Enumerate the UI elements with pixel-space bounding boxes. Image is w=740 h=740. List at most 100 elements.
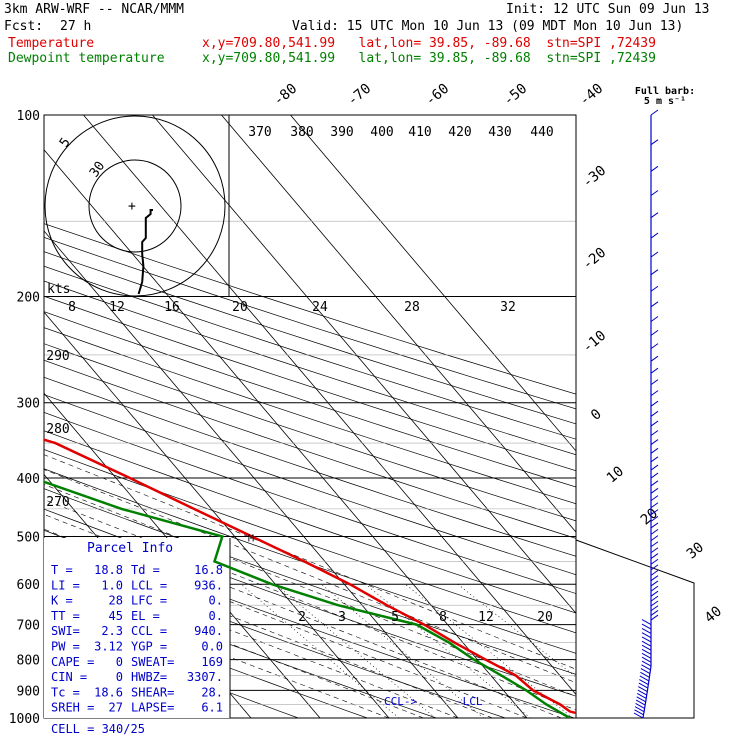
- mixing-ratio-label-5: 5: [391, 610, 399, 625]
- theta-label-430: 430: [488, 125, 511, 140]
- parcel-key-5: PW =: [51, 640, 80, 654]
- hodograph-speed-label-12: 12: [109, 300, 125, 315]
- parcel-value2-6: 169: [201, 655, 223, 669]
- wind-barb-flag: [650, 585, 659, 592]
- pressure-label-1000: 1000: [9, 712, 40, 727]
- mixing-ratio-label-8: 8: [439, 610, 447, 625]
- wind-barb-flag: [650, 301, 659, 308]
- hodograph-speed-label-16: 16: [164, 300, 180, 315]
- isotherm-label-30: 30: [684, 539, 707, 562]
- wind-barb-flag: [650, 232, 659, 239]
- moist-adiabat: [44, 528, 528, 718]
- wind-barb-flag: [650, 447, 659, 454]
- wind-barb-flag: [638, 686, 648, 693]
- wind-barb-flag: [650, 614, 659, 621]
- wind-barb-staff: [642, 115, 652, 719]
- wind-barb-flag: [650, 515, 659, 522]
- parcel-value2-3: 0.: [209, 609, 223, 623]
- isotherm-label-10: 10: [604, 463, 627, 486]
- parcel-value-7: 0: [116, 670, 123, 684]
- hodograph-ring-1: [88, 159, 182, 253]
- model-title: 3km ARW-WRF -- NCAR/MMM: [4, 2, 185, 17]
- parcel-value-1: 1.0: [101, 578, 123, 592]
- parcel-key-3: TT =: [51, 609, 80, 623]
- wind-barb-flag: [640, 668, 651, 675]
- parcel-key-6: CAPE =: [51, 655, 94, 669]
- forecast-hours: 27 h: [60, 19, 92, 34]
- cell-motion-marker: M: [248, 533, 254, 544]
- mixing-ratio-line: [240, 583, 400, 718]
- parcel-value2-1: 936.: [194, 578, 223, 592]
- dewpoint-location: x,y=709.80,541.99 lat,lon= 39.85, -89.68…: [202, 51, 656, 66]
- wind-barb-flag: [633, 712, 644, 719]
- hodograph-speed-label-24: 24: [312, 300, 328, 315]
- hodograph-trace: [137, 209, 153, 295]
- temperature-location: x,y=709.80,541.99 lat,lon= 39.85, -89.68…: [202, 36, 656, 51]
- wind-barb-flag: [650, 367, 659, 374]
- parcel-value2-2: 0.: [209, 594, 223, 608]
- wind-barb-flag: [650, 610, 659, 616]
- parcel-key2-4: CCL =: [131, 624, 167, 638]
- wind-barb-flag: [650, 535, 659, 542]
- wind-barb-flag: [650, 430, 659, 436]
- wind-barb-flag: [650, 528, 659, 535]
- parcel-key-1: LI =: [51, 578, 80, 592]
- lcl-marker: -LCL: [456, 695, 483, 708]
- hodograph-speed-label-20: 20: [232, 300, 248, 315]
- parcel-value-8: 18.6: [94, 685, 123, 699]
- wind-barb-flag: [641, 656, 652, 663]
- isotherm-line: [44, 149, 528, 718]
- wind-barb-flag: [650, 590, 659, 597]
- wind-barb-flag: [650, 502, 659, 509]
- parcel-value2-5: 0.0: [201, 640, 223, 654]
- wind-barb-flag: [641, 623, 652, 630]
- mixing-ratio-line: [457, 583, 576, 678]
- parcel-cell: CELL = 340/25: [51, 722, 145, 736]
- pressure-label-400: 400: [17, 472, 40, 487]
- wind-barb-flag: [638, 682, 649, 689]
- wind-barb-flag: [641, 652, 652, 659]
- isotherm-label--20: -20: [580, 245, 610, 274]
- hodograph-ring-2: [44, 115, 226, 297]
- wind-barb-flag: [641, 664, 651, 671]
- pressure-label-900: 900: [17, 684, 40, 699]
- wind-barb-flag: [650, 190, 659, 196]
- sounding-profiles: M: [44, 438, 576, 718]
- parcel-value-6: 0: [116, 655, 123, 669]
- parcel-value2-0: 16.8: [194, 563, 223, 577]
- wind-barb-flag: [650, 439, 659, 445]
- theta-label-410: 410: [408, 125, 431, 140]
- wind-barb-flag: [650, 569, 659, 576]
- mixing-ratio-label-12: 12: [478, 610, 494, 625]
- parcel-value-5: 3.12: [94, 640, 123, 654]
- wind-barb-flag: [650, 480, 659, 487]
- theta-label-420: 420: [448, 125, 471, 140]
- wind-barb-title: Full barb:: [635, 86, 695, 97]
- wind-barb-flag: [650, 420, 659, 427]
- wind-barb-flag: [650, 472, 659, 479]
- wind-barb-units: 5 m s⁻¹: [644, 96, 686, 107]
- parcel-info-title: Parcel Info: [87, 541, 173, 556]
- isotherm-label--80: -80: [271, 81, 301, 110]
- parcel-value2-9: 6.1: [201, 701, 223, 715]
- wind-barb-flag: [650, 390, 659, 397]
- parcel-info-panel: Parcel Info T = 18.8 Td = 16.8 LI = 1.0 LCL = 93…: [44, 538, 231, 736]
- parcel-key2-6: SWEAT=: [131, 655, 174, 669]
- theta-low-label-280: 280: [46, 422, 69, 437]
- wind-barb-flag: [641, 636, 652, 643]
- theta-label-390: 390: [330, 125, 353, 140]
- isotherm-label--50: -50: [501, 81, 531, 110]
- mixing-ratio-line: [275, 583, 436, 718]
- parcel-key-0: T =: [51, 563, 73, 577]
- wind-barb-flag: [650, 464, 659, 471]
- wind-barb-flag: [637, 689, 647, 696]
- parcel-value-3: 45: [109, 609, 123, 623]
- parcel-key2-2: LFC =: [131, 594, 167, 608]
- isotherm-line: [44, 392, 321, 718]
- wind-barb-flag: [650, 251, 659, 258]
- isotherm-line: [83, 115, 576, 696]
- temperature-profile: [44, 438, 576, 715]
- wind-barb-flag: [650, 109, 659, 116]
- theta-label-380: 380: [290, 125, 313, 140]
- mixing-ratio-label-20: 20: [537, 610, 553, 625]
